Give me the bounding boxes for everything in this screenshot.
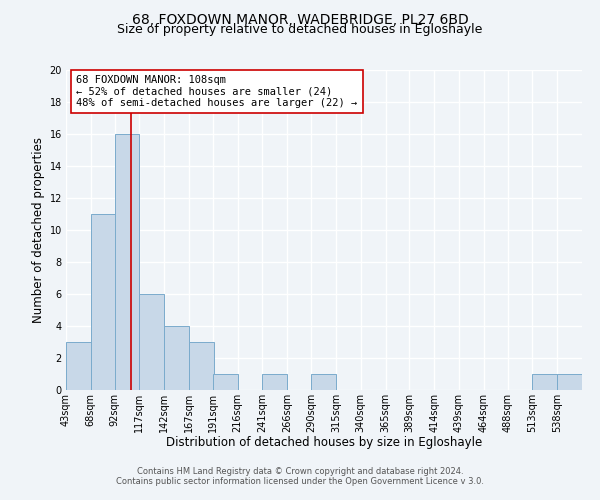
Bar [66,342,91,390]
Y-axis label: Number of detached properties: Number of detached properties [32,137,45,323]
Bar [139,294,164,390]
Bar [189,342,214,390]
Text: Size of property relative to detached houses in Egloshayle: Size of property relative to detached ho… [118,22,482,36]
Bar [91,214,116,390]
Bar [532,374,557,390]
X-axis label: Distribution of detached houses by size in Egloshayle: Distribution of detached houses by size … [166,436,482,449]
Bar [311,374,336,390]
Bar [557,374,582,390]
Bar [115,134,139,390]
Bar [213,374,238,390]
Text: 68, FOXDOWN MANOR, WADEBRIDGE, PL27 6BD: 68, FOXDOWN MANOR, WADEBRIDGE, PL27 6BD [131,12,469,26]
Bar [262,374,287,390]
Text: Contains public sector information licensed under the Open Government Licence v : Contains public sector information licen… [116,477,484,486]
Bar [164,326,189,390]
Text: Contains HM Land Registry data © Crown copyright and database right 2024.: Contains HM Land Registry data © Crown c… [137,467,463,476]
Text: 68 FOXDOWN MANOR: 108sqm
← 52% of detached houses are smaller (24)
48% of semi-d: 68 FOXDOWN MANOR: 108sqm ← 52% of detach… [76,75,358,108]
